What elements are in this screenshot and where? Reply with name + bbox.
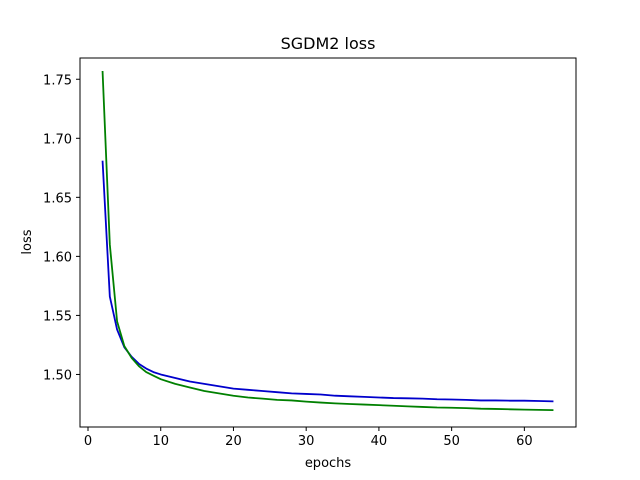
y-tick-label: 1.60: [43, 250, 72, 265]
x-axis-label: epochs: [305, 456, 352, 471]
y-axis-ticks: 1.50 1.55 1.60 1.65 1.70 1.75: [43, 73, 80, 383]
x-tick-label: 40: [371, 434, 388, 449]
x-axis-ticks: 0 10 20 30 40 50 60: [84, 427, 533, 449]
y-tick-label: 1.65: [43, 191, 72, 206]
y-tick-label: 1.70: [43, 132, 72, 147]
plot-frame: [79, 57, 577, 428]
y-axis-label: loss: [20, 229, 35, 254]
x-tick-label: 50: [443, 434, 460, 449]
chart-title: SGDM2 loss: [281, 34, 376, 53]
x-tick-label: 60: [516, 434, 533, 449]
x-tick-label: 0: [84, 434, 92, 449]
x-tick-label: 20: [225, 434, 242, 449]
series-line-1: [101, 160, 554, 403]
series-line-2: [101, 70, 554, 412]
x-tick-label: 30: [298, 434, 315, 449]
x-tick-label: 10: [152, 434, 169, 449]
y-tick-label: 1.55: [43, 309, 72, 324]
plot-series: [101, 70, 554, 412]
y-tick-label: 1.50: [43, 368, 72, 383]
y-tick-label: 1.75: [43, 73, 72, 88]
